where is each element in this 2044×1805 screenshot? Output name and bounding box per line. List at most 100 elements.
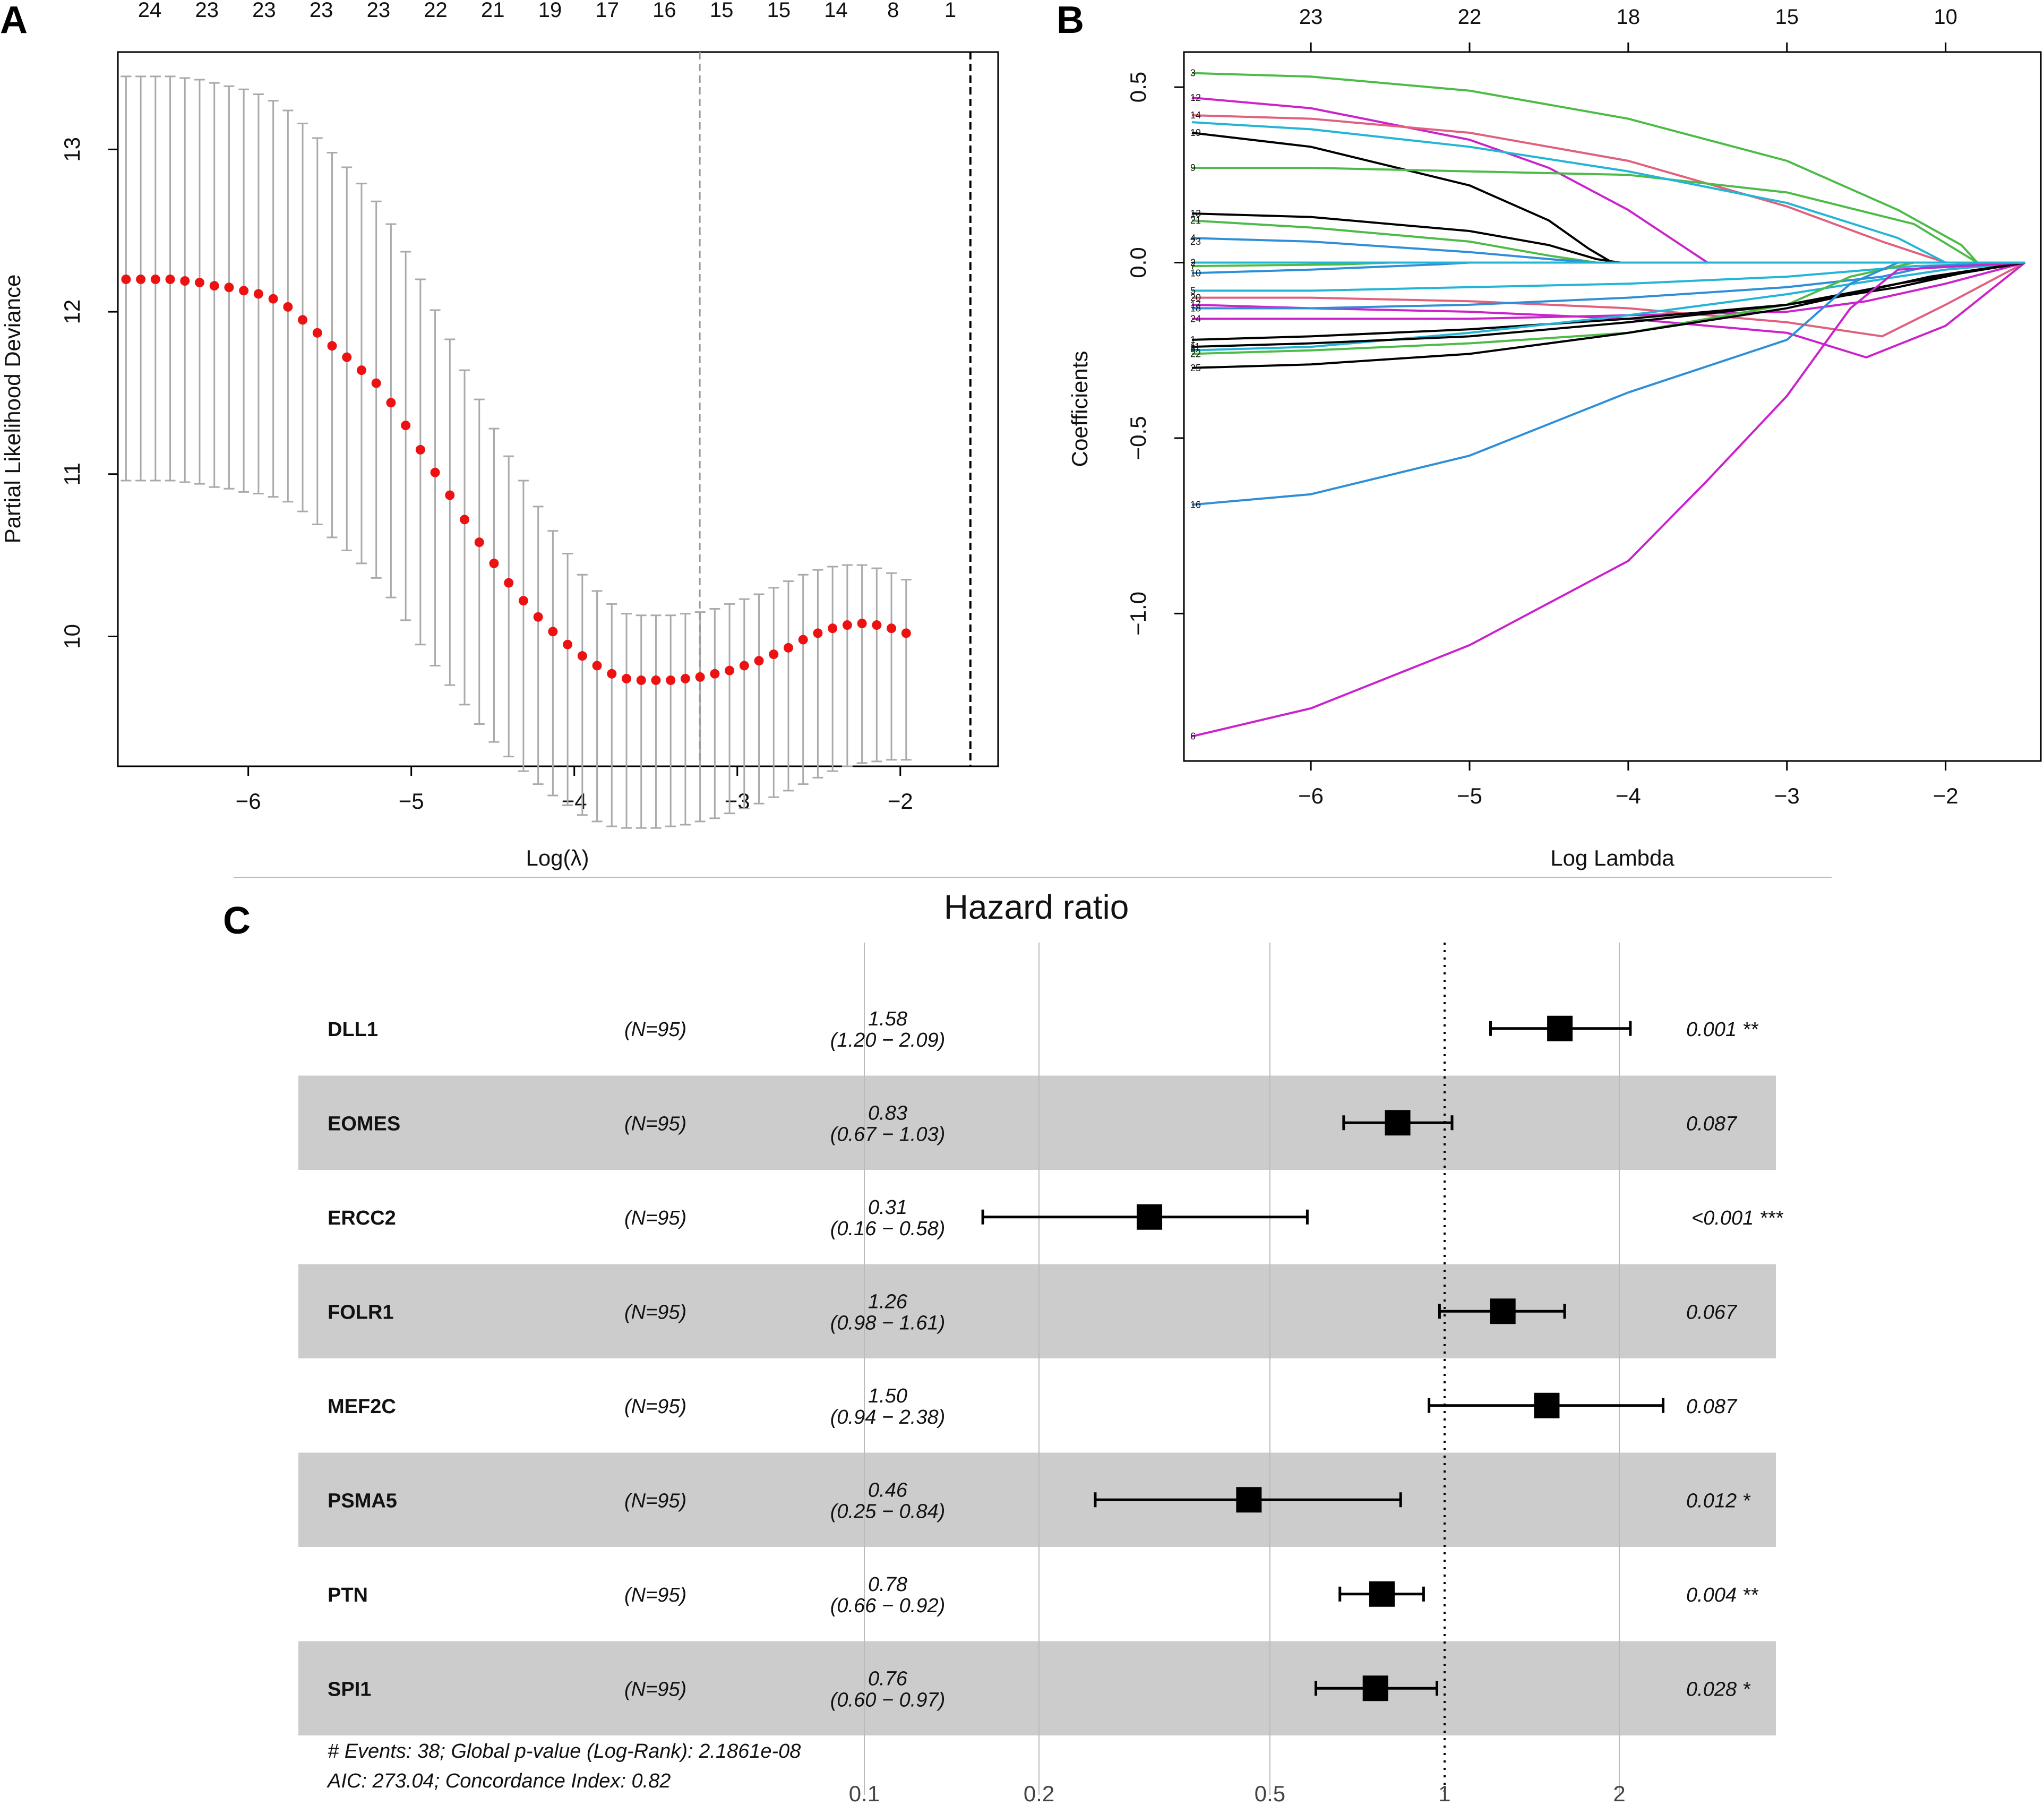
b-path-label: 24 bbox=[1190, 313, 1201, 324]
b-x-tick-label: −4 bbox=[1616, 783, 1641, 808]
a-y-tick-label: 10 bbox=[59, 624, 84, 649]
a-mean-point bbox=[901, 628, 911, 638]
forest-hr-marker bbox=[1547, 1015, 1573, 1041]
panel-b-frame bbox=[1183, 51, 2042, 762]
a-top-count-label: 23 bbox=[367, 0, 391, 22]
forest-p-value: 0.004 ** bbox=[1686, 1584, 1758, 1606]
a-x-tick-label: −6 bbox=[236, 789, 261, 814]
panel-a-ylabel: Partial Likelihood Deviance bbox=[0, 275, 25, 544]
forest-gene-label: PTN bbox=[328, 1584, 368, 1606]
b-path-label: 7 bbox=[1190, 261, 1196, 271]
forest-gene-label: MEF2C bbox=[328, 1396, 396, 1418]
a-mean-point bbox=[666, 675, 676, 685]
panel-b-coefficient-paths: −6 −5 −4 −3 −2−1.0−0.50.00.523 22 18 15 10312141… bbox=[1067, 5, 2042, 870]
a-top-count-label: 21 bbox=[481, 0, 505, 22]
panel-c-forest-plot: Hazard ratio DLL1 (N=95) 1.58(1.20 − 2.09)… bbox=[298, 888, 1783, 1805]
a-mean-point bbox=[136, 274, 146, 284]
forest-ci-value: (0.98 − 1.61) bbox=[830, 1312, 946, 1334]
a-mean-point bbox=[209, 281, 219, 291]
a-mean-point bbox=[415, 444, 425, 455]
a-top-count-label: 1 bbox=[944, 0, 956, 22]
a-mean-point bbox=[695, 672, 705, 682]
a-top-count-label: 23 bbox=[252, 0, 276, 22]
panel-b-plot-area: −6 −5 −4 −3 −2−1.0−0.50.00.523 22 18 15 10312141… bbox=[1126, 5, 2026, 808]
a-top-count-label: 17 bbox=[595, 0, 619, 22]
panel-c-label: C bbox=[223, 900, 251, 942]
forest-hr-marker bbox=[1236, 1487, 1262, 1513]
forest-p-value: 0.028 * bbox=[1686, 1678, 1751, 1700]
a-mean-point bbox=[592, 661, 602, 671]
a-top-count-label: 24 bbox=[138, 0, 162, 22]
forest-hr-marker bbox=[1362, 1675, 1388, 1701]
b-top-count-label: 10 bbox=[1934, 5, 1957, 29]
panel-b-label: B bbox=[1057, 0, 1084, 41]
panel-b-ylabel: Coefficients bbox=[1067, 351, 1092, 467]
forest-hr-marker bbox=[1137, 1204, 1163, 1230]
forest-hr-value: 1.50 bbox=[868, 1385, 907, 1407]
b-coef-path-23 bbox=[1191, 121, 2025, 264]
b-top-count-label: 15 bbox=[1775, 5, 1799, 29]
b-x-tick-label: −2 bbox=[1933, 783, 1959, 808]
a-mean-point bbox=[725, 665, 735, 675]
forest-n-label: (N=95) bbox=[624, 1207, 686, 1229]
b-path-label: 6 bbox=[1190, 731, 1196, 742]
forest-n-label: (N=95) bbox=[624, 1490, 686, 1512]
a-mean-point bbox=[872, 620, 882, 630]
b-path-label: 2 bbox=[1190, 258, 1196, 268]
a-mean-point bbox=[283, 302, 293, 312]
a-top-count-label: 8 bbox=[887, 0, 899, 22]
footnote-events: # Events: 38; Global p-value (Log-Rank):… bbox=[328, 1740, 801, 1763]
b-top-count-label: 18 bbox=[1617, 5, 1641, 29]
forest-n-label: (N=95) bbox=[624, 1584, 686, 1606]
b-coef-path-20 bbox=[1191, 261, 2026, 338]
forest-p-value: <0.001 *** bbox=[1691, 1207, 1783, 1229]
a-mean-point bbox=[710, 669, 720, 679]
a-x-tick-label: −3 bbox=[725, 789, 750, 814]
a-mean-point bbox=[739, 661, 749, 671]
b-coef-path-11 bbox=[1191, 261, 2025, 352]
forest-hr-value: 0.83 bbox=[868, 1102, 907, 1124]
a-mean-point bbox=[577, 651, 587, 661]
forest-p-value: 0.012 * bbox=[1686, 1490, 1751, 1512]
a-mean-point bbox=[548, 627, 558, 637]
b-top-count-label: 23 bbox=[1299, 5, 1323, 29]
a-mean-point bbox=[165, 274, 175, 284]
a-top-count-label: 14 bbox=[824, 0, 848, 22]
b-path-label: 1 bbox=[1190, 335, 1196, 345]
a-mean-point bbox=[754, 656, 764, 666]
a-mean-point bbox=[518, 596, 528, 606]
forest-n-label: (N=95) bbox=[624, 1301, 686, 1323]
a-mean-point bbox=[504, 578, 514, 588]
b-path-label: 11 bbox=[1190, 341, 1200, 352]
b-path-label: 16 bbox=[1190, 500, 1201, 510]
a-mean-point bbox=[298, 315, 308, 325]
b-path-label: 17 bbox=[1190, 300, 1201, 310]
a-y-tick-label: 12 bbox=[59, 300, 84, 324]
panel-a-cv-plot: −6 −5 −4 −3 −2 10 11 12 13 24 23 23 23 23 22 21 19 17 16 15… bbox=[0, 0, 999, 870]
a-x-tick-label: −5 bbox=[399, 789, 424, 814]
b-x-tick-label: −3 bbox=[1774, 783, 1800, 808]
b-y-tick-label: −1.0 bbox=[1126, 592, 1150, 636]
a-mean-point bbox=[401, 421, 411, 431]
b-coef-path-16 bbox=[1191, 261, 2025, 506]
b-x-tick-label: −5 bbox=[1457, 783, 1482, 808]
b-coef-path-3 bbox=[1191, 72, 2025, 264]
forest-ci-value: (0.25 − 0.84) bbox=[830, 1500, 946, 1522]
a-mean-point bbox=[194, 278, 204, 288]
b-path-label: 9 bbox=[1190, 162, 1196, 173]
panel-c-plot-area: DLL1 (N=95) 1.58(1.20 − 2.09) 0.001 ** EOMES… bbox=[298, 943, 1783, 1805]
b-path-label: 14 bbox=[1190, 110, 1201, 121]
a-mean-point bbox=[636, 675, 646, 685]
forest-ci-value: (0.66 − 0.92) bbox=[830, 1595, 946, 1617]
b-y-tick-label: 0.0 bbox=[1126, 247, 1150, 278]
a-y-tick-label: 11 bbox=[59, 463, 84, 486]
panel-a-label: A bbox=[0, 0, 28, 41]
a-x-tick-label: −2 bbox=[888, 789, 913, 814]
a-mean-point bbox=[180, 276, 190, 286]
a-top-count-label: 22 bbox=[424, 0, 448, 22]
a-mean-point bbox=[474, 537, 484, 548]
a-top-count-label: 16 bbox=[652, 0, 676, 22]
b-path-label: 10 bbox=[1190, 268, 1201, 278]
a-top-count-label: 23 bbox=[310, 0, 333, 22]
